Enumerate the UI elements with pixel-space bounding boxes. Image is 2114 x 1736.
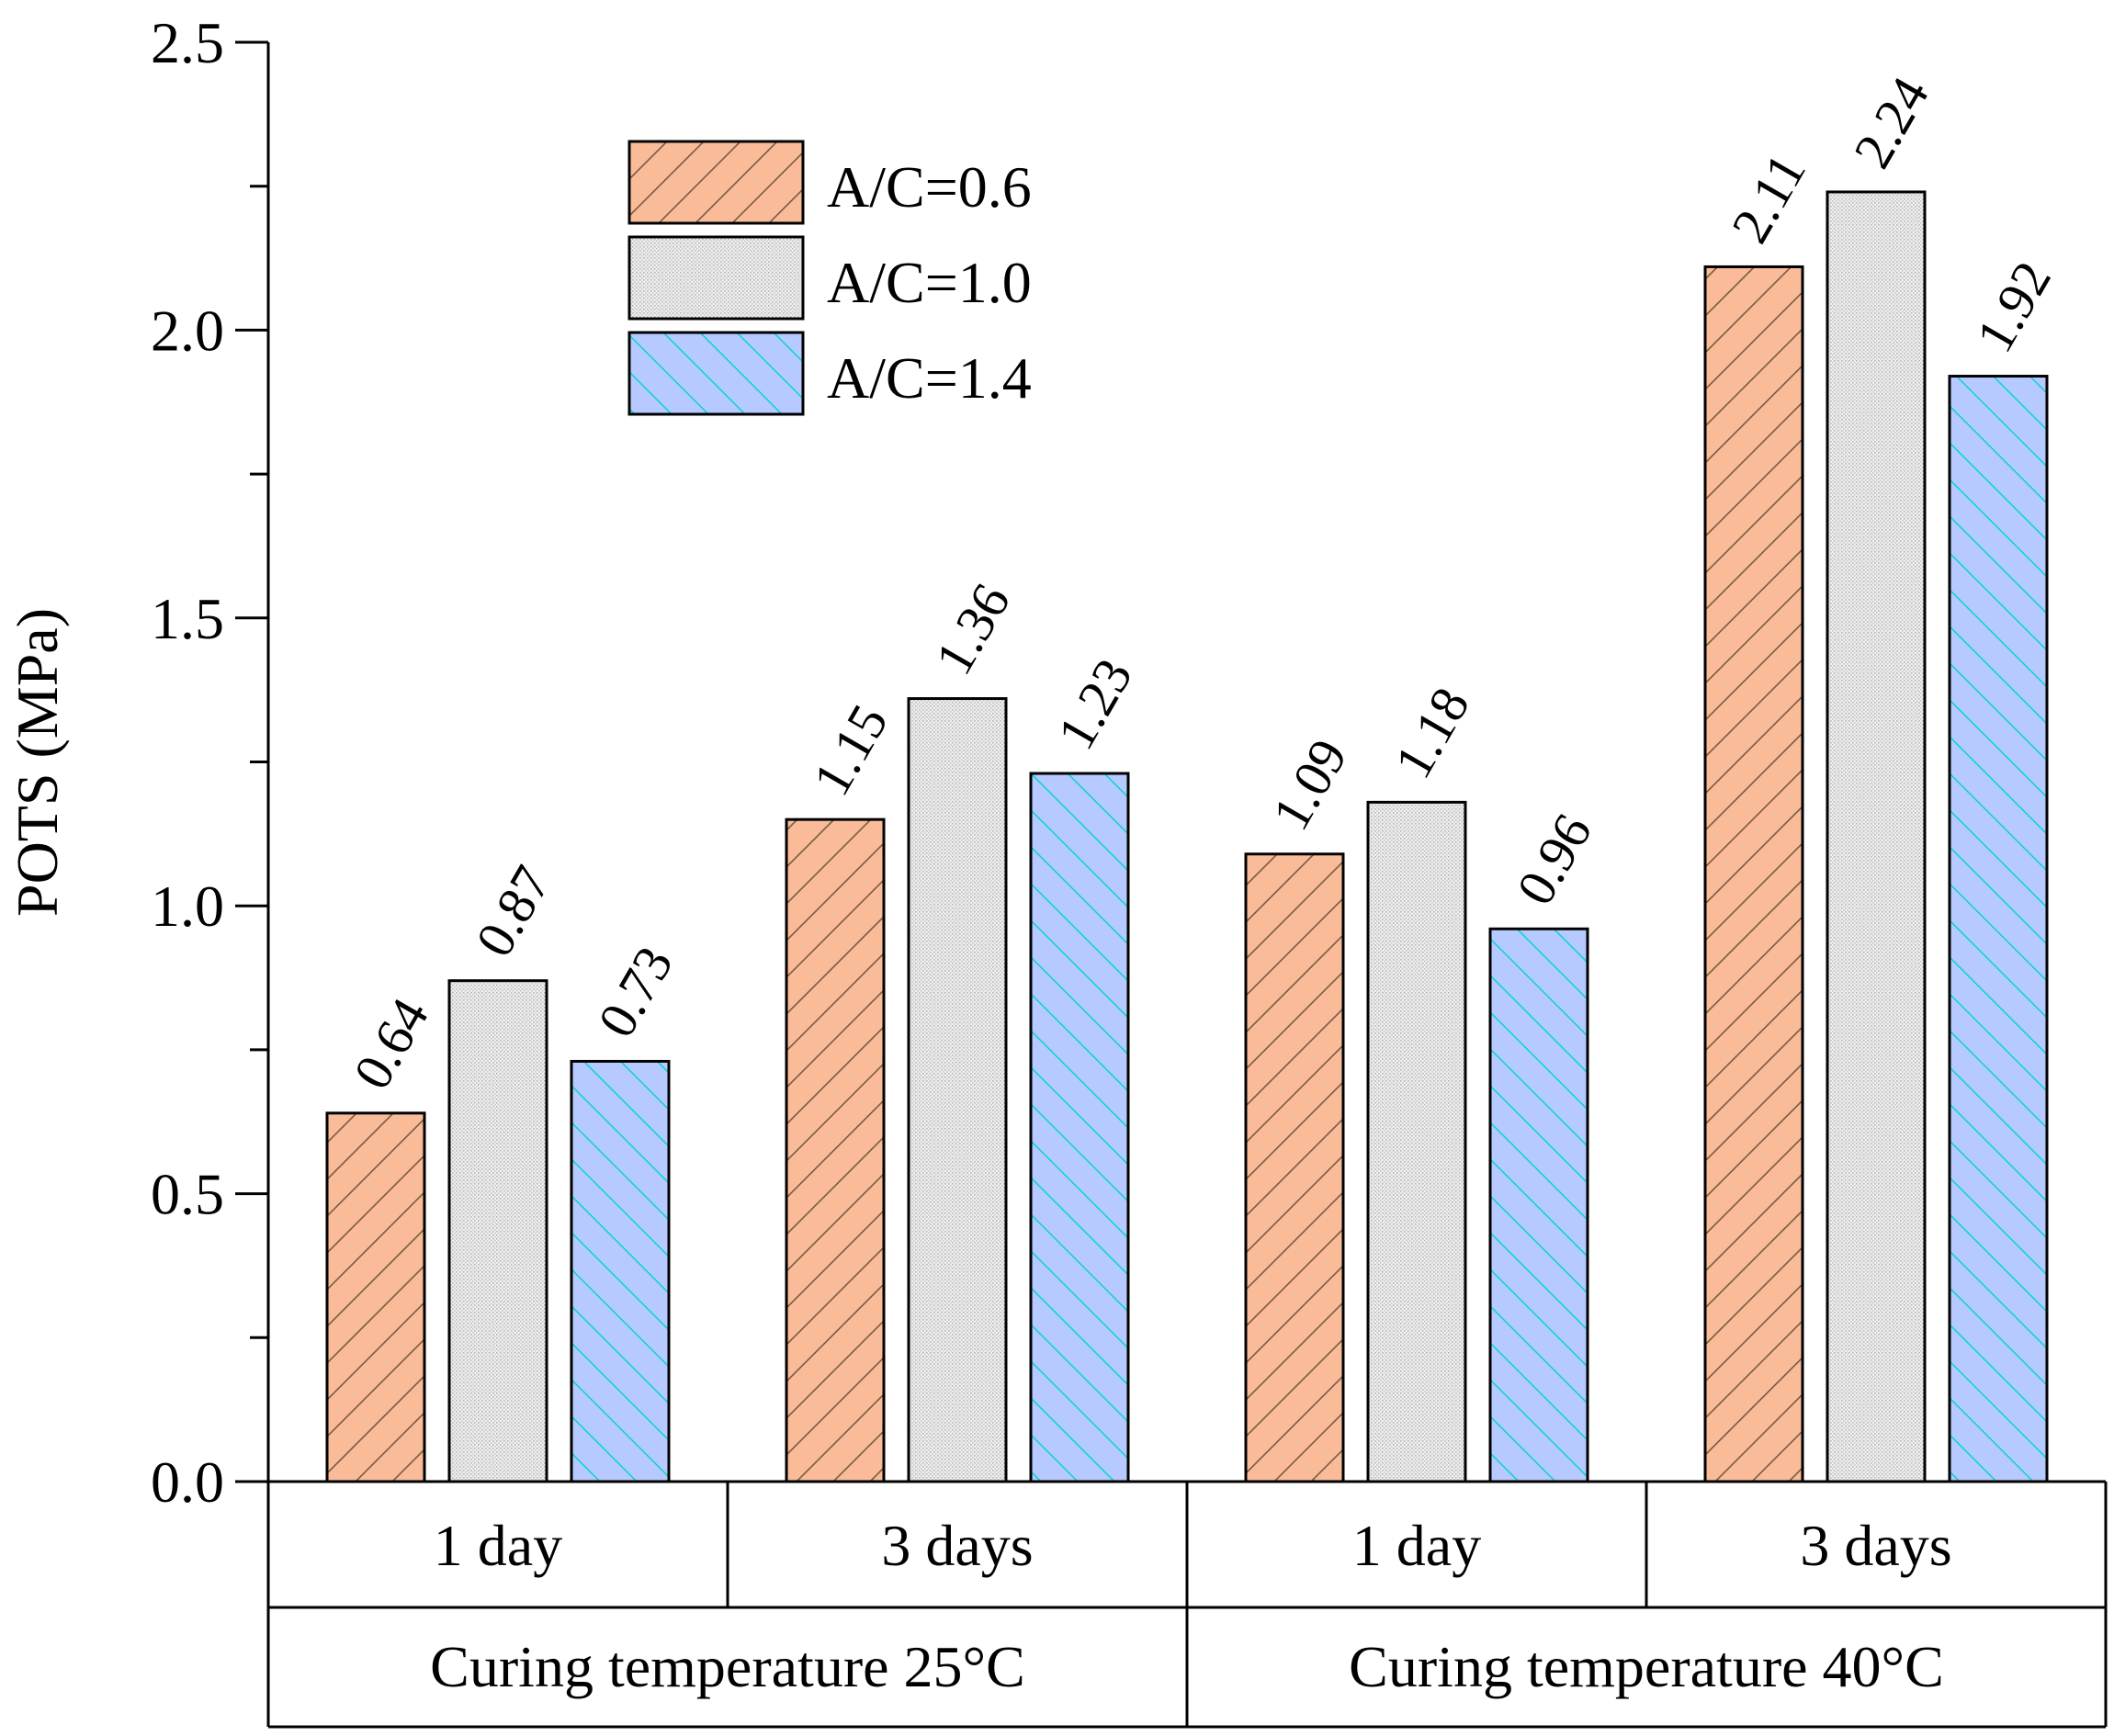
data-label: 0.87 (464, 856, 562, 966)
x-group-label: Curing temperature 40°C (1349, 1634, 1944, 1699)
x-category-label: 3 days (1800, 1513, 1951, 1578)
y-tick-label: 2.0 (151, 298, 224, 363)
bar-ac-1.0-1 (447, 979, 548, 1483)
data-label: 2.24 (1842, 67, 1940, 177)
bar-ac-1.4-1 (570, 1059, 671, 1483)
y-tick-label: 0.5 (151, 1162, 224, 1227)
data-label: 1.15 (801, 694, 899, 805)
y-tick-label: 1.5 (151, 586, 224, 651)
legend-swatch-ac-1.0 (627, 235, 805, 321)
data-label: 0.73 (586, 937, 684, 1047)
x-group-label: Curing temperature 25°C (430, 1634, 1025, 1699)
y-tick-label: 1.0 (151, 874, 224, 939)
bar-ac-1.4-2 (1029, 772, 1130, 1483)
legend-swatch-ac-1.4 (627, 331, 805, 416)
legend-label-ac-0.6: A/C=0.6 (827, 154, 1032, 220)
bar-ac-1.0-2 (907, 697, 1008, 1483)
bar-ac-0.6-4 (1703, 265, 1804, 1483)
x-category-label: 1 day (1352, 1513, 1481, 1578)
data-label: 1.92 (1964, 252, 2063, 362)
data-label: 1.23 (1046, 648, 1144, 759)
x-category-label: 3 days (881, 1513, 1033, 1578)
bars (325, 190, 2049, 1483)
bar-ac-1.0-3 (1366, 800, 1467, 1483)
data-labels: 0.640.870.73 1.151.361.23 1.09 1.180.96 2.11… (342, 67, 2063, 1099)
data-label: 0.64 (342, 988, 440, 1099)
legend-label-ac-1.4: A/C=1.4 (827, 345, 1032, 411)
legend-label-ac-1.0: A/C=1.0 (827, 250, 1032, 315)
data-label: 0.96 (1505, 804, 1603, 914)
data-label: 1.18 (1383, 677, 1481, 787)
bar-ac-0.6-3 (1244, 852, 1345, 1483)
bar-ac-0.6-1 (325, 1111, 426, 1483)
x-category-label: 1 day (434, 1513, 562, 1578)
y-axis-label: POTS (MPa) (5, 608, 70, 917)
data-label: 1.09 (1260, 729, 1359, 840)
y-tick-label: 2.5 (151, 10, 224, 75)
data-label: 2.11 (1720, 143, 1817, 253)
legend-swatch-ac-0.6 (627, 140, 805, 225)
bar-ac-1.4-4 (1948, 375, 2049, 1483)
bar-ac-1.4-3 (1488, 927, 1589, 1483)
y-tick-label: 0.0 (151, 1449, 224, 1515)
legend: A/C=0.6 A/C=1.0 A/C=1.4 (627, 140, 1032, 416)
bar-ac-0.6-2 (785, 817, 886, 1483)
category-table: 1 day 3 days 1 day 3 days Curing temperature… (266, 1480, 2108, 1729)
data-label: 1.36 (923, 574, 1022, 684)
axes: 0.0 0.5 1.0 1.5 2.0 2.5 (151, 10, 270, 1515)
bar-ac-1.0-4 (1826, 190, 1927, 1483)
